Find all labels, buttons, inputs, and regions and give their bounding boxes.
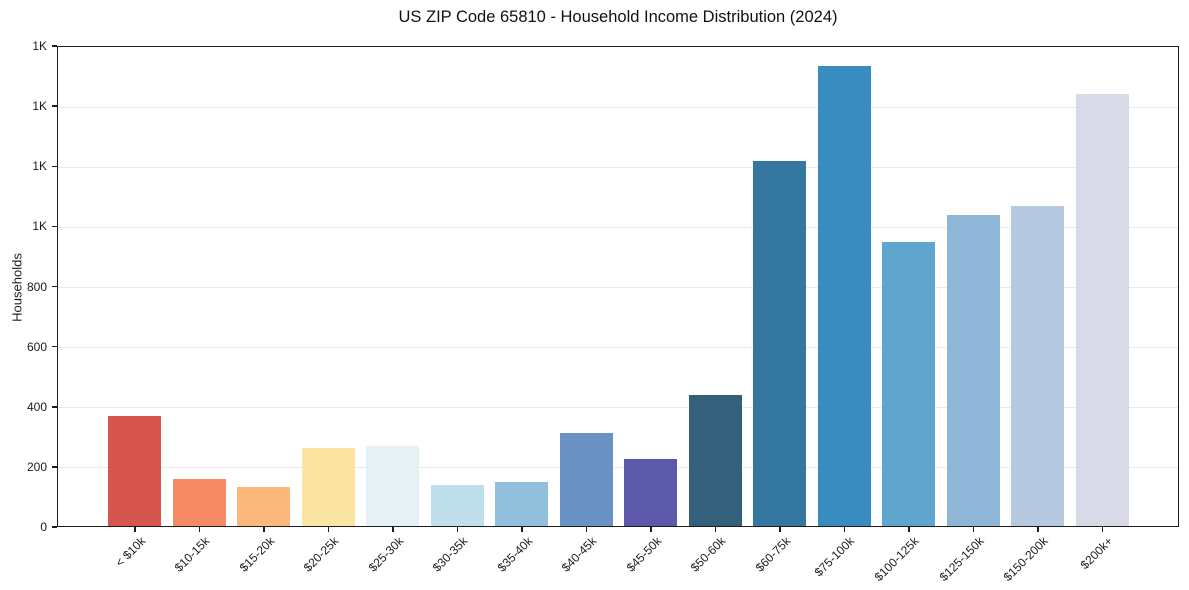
bar-50-60k bbox=[688, 394, 742, 526]
gridline-400 bbox=[58, 407, 1178, 409]
gridline-1200 bbox=[58, 166, 1178, 168]
y-tick-label-1000: 1K bbox=[32, 219, 47, 234]
bar-45-50k bbox=[624, 459, 677, 526]
bar-75-100k bbox=[817, 66, 871, 526]
y-tick-label-600: 600 bbox=[26, 339, 47, 354]
x-tick-label-60-75k: $60-75k bbox=[752, 534, 793, 575]
bar-30-35k bbox=[430, 484, 484, 526]
bar-15-20k bbox=[237, 486, 290, 526]
y-tick-mark bbox=[52, 165, 57, 167]
y-tick-mark bbox=[52, 526, 57, 528]
x-tick-label-20-25k: $20-25k bbox=[300, 534, 342, 575]
x-tick-mark bbox=[843, 527, 846, 532]
bar-20-25k bbox=[301, 447, 355, 526]
x-tick-mark bbox=[392, 527, 394, 532]
gridline-1000 bbox=[58, 226, 1178, 228]
y-tick-mark bbox=[52, 285, 57, 288]
x-tick-mark bbox=[521, 527, 523, 532]
x-tick-label-25-30k: $25-30k bbox=[365, 534, 406, 575]
x-tick-label-75-100k: $75-100k bbox=[812, 534, 858, 580]
bar-150-200k bbox=[1011, 205, 1064, 526]
y-tick-label-800: 800 bbox=[26, 279, 47, 294]
x-tick-mark bbox=[714, 527, 717, 532]
x-tick-label-125-150k: $125-150k bbox=[936, 534, 987, 585]
bar-125-150k bbox=[946, 214, 1000, 526]
gridline-1400 bbox=[58, 106, 1178, 108]
x-tick-label-40-45k: $40-45k bbox=[558, 534, 600, 575]
x-tick-mark bbox=[972, 527, 975, 532]
x-tick-label-45-50k: $45-50k bbox=[623, 534, 664, 575]
x-tick-label-15-20k: $15-20k bbox=[236, 534, 277, 575]
gridline-800 bbox=[58, 287, 1178, 288]
bar-10k bbox=[108, 416, 161, 526]
x-tick-mark bbox=[779, 527, 781, 532]
y-tick-mark bbox=[52, 45, 57, 47]
bar-100-125k bbox=[882, 241, 935, 526]
bar-35-40k bbox=[495, 481, 548, 526]
x-tick-mark bbox=[1037, 527, 1039, 532]
y-tick-mark bbox=[52, 345, 57, 348]
gridline-200 bbox=[58, 467, 1178, 469]
x-tick-label-30-35k: $30-35k bbox=[429, 534, 471, 575]
x-tick-label-10-15k: $10-15k bbox=[171, 534, 213, 575]
y-tick-label-200: 200 bbox=[26, 459, 47, 474]
x-tick-label-10k: < $10k bbox=[112, 534, 148, 570]
y-tick-mark bbox=[52, 406, 57, 408]
bar-10-15k bbox=[172, 479, 226, 526]
plot-area bbox=[57, 46, 1179, 527]
x-tick-mark bbox=[198, 527, 201, 532]
x-tick-label-50-60k: $50-60k bbox=[687, 534, 729, 575]
y-tick-label-400: 400 bbox=[26, 399, 47, 414]
y-tick-mark bbox=[52, 105, 57, 107]
x-tick-label-100-125k: $100-125k bbox=[871, 534, 922, 585]
x-tick-mark bbox=[1101, 527, 1104, 532]
x-tick-label-150-200k: $150-200k bbox=[1000, 534, 1051, 585]
y-tick-label-0: 0 bbox=[40, 520, 47, 534]
x-tick-mark bbox=[263, 527, 265, 532]
x-tick-mark bbox=[650, 527, 652, 532]
y-tick-mark bbox=[52, 225, 57, 228]
x-tick-label-200k: $200k+ bbox=[1077, 534, 1116, 572]
x-tick-mark bbox=[908, 527, 910, 532]
y-tick-label-1400: 1K bbox=[32, 99, 47, 114]
y-tick-mark bbox=[52, 466, 57, 468]
x-tick-mark bbox=[585, 527, 588, 532]
y-tick-label-1200: 1K bbox=[32, 159, 47, 174]
x-tick-mark bbox=[456, 527, 459, 532]
bar-200k bbox=[1075, 94, 1129, 526]
gridline-600 bbox=[58, 347, 1178, 349]
chart-title: US ZIP Code 65810 - Household Income Dis… bbox=[398, 8, 838, 26]
bar-40-45k bbox=[559, 432, 613, 526]
x-tick-mark bbox=[134, 527, 136, 532]
y-tick-label-1600: 1K bbox=[32, 39, 47, 53]
x-tick-mark bbox=[327, 527, 330, 532]
bar-25-30k bbox=[366, 446, 419, 526]
bar-60-75k bbox=[753, 160, 806, 526]
x-tick-label-35-40k: $35-40k bbox=[494, 534, 535, 575]
